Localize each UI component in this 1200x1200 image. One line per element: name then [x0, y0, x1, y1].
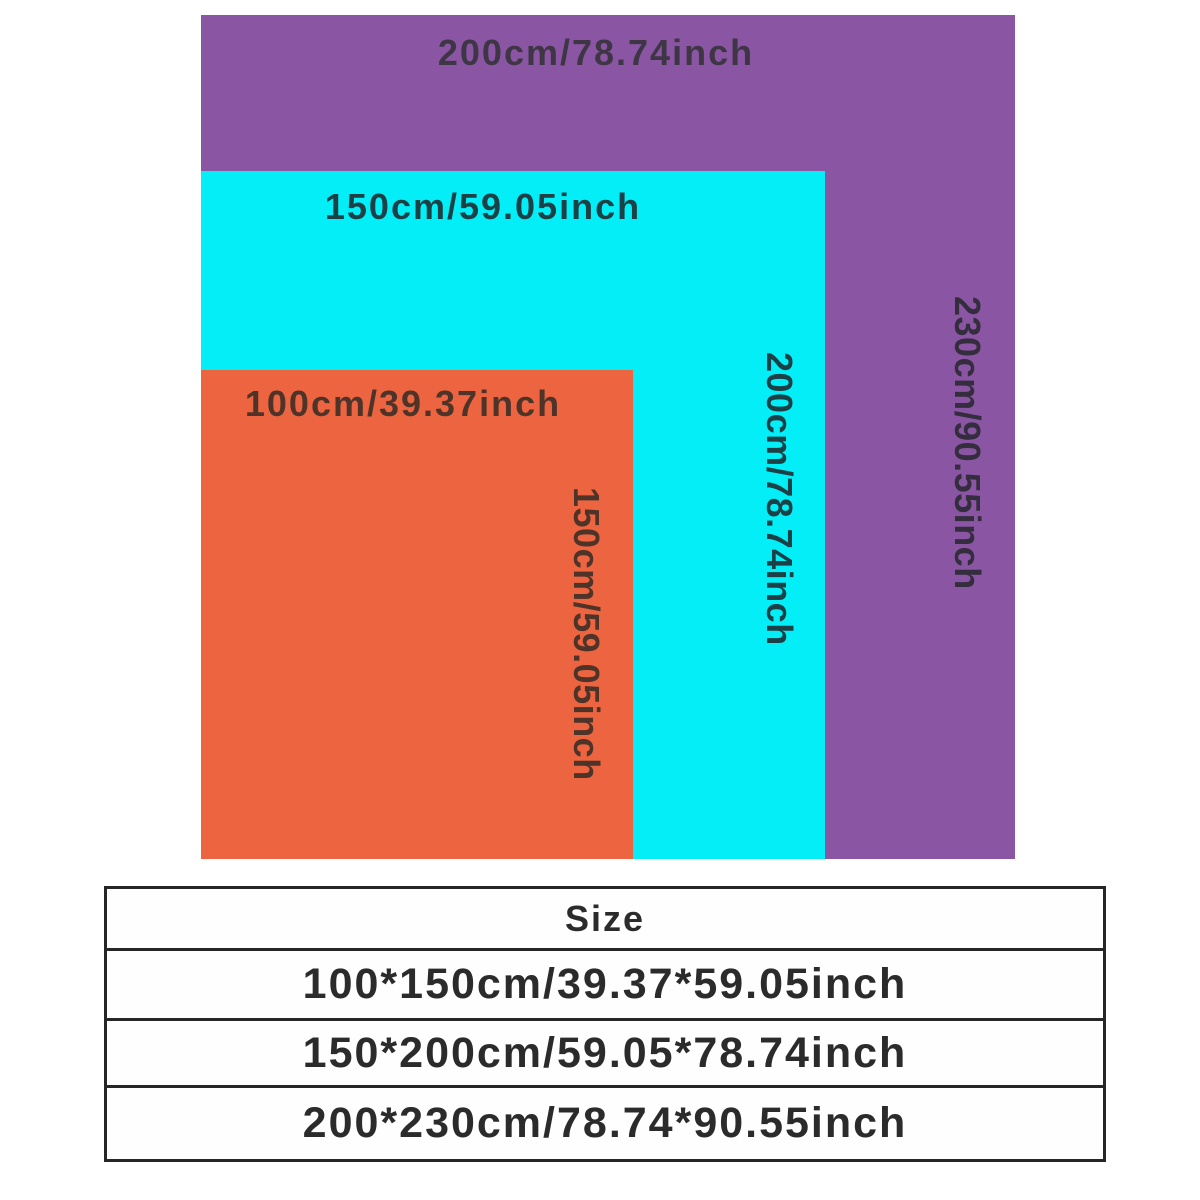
width-label-orange: 100cm/39.37inch: [244, 383, 562, 424]
size-table: Size 100*150cm/39.37*59.05inch 150*200cm…: [104, 886, 1106, 1162]
size-table-row: 200*230cm/78.74*90.55inch: [302, 1099, 908, 1147]
width-label-cyan: 150cm/59.05inch: [324, 186, 642, 227]
height-label-orange: 150cm/59.05inch: [566, 487, 607, 781]
height-label-cyan: 200cm/78.74inch: [759, 352, 800, 646]
size-table-row: 150*200cm/59.05*78.74inch: [107, 1021, 1103, 1088]
height-label-purple: 230cm/90.55inch: [947, 296, 988, 590]
size-table-header: Size: [107, 889, 1103, 951]
size-table-row: 100*150cm/39.37*59.05inch: [107, 951, 1103, 1021]
width-label-purple: 200cm/78.74inch: [437, 32, 755, 73]
size-rect-100x150: [201, 370, 633, 859]
